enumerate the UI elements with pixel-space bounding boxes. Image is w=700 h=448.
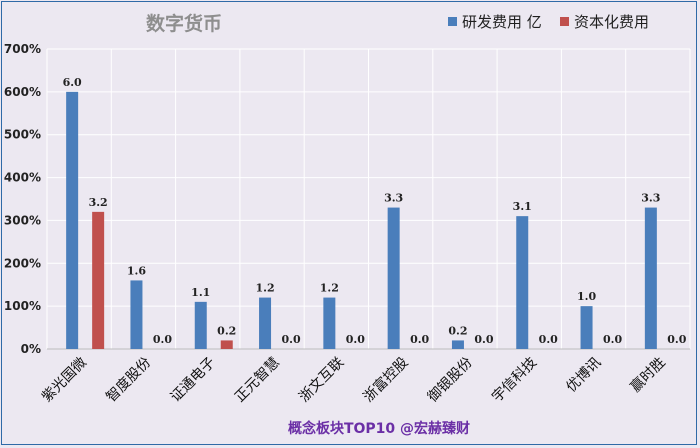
footer-caption: 概念板块TOP10 @宏赫臻财 [288, 420, 470, 437]
data-label: 1.6 [127, 264, 146, 277]
data-label: 3.1 [513, 200, 532, 213]
bars [66, 91, 657, 349]
bar-rd [580, 306, 593, 349]
data-label: 1.2 [255, 282, 274, 295]
chart-title: 数字货币 [146, 12, 222, 35]
data-label: 0.0 [474, 333, 493, 346]
x-tick-label: 宇信科技 [489, 355, 540, 406]
bar-rd [516, 216, 529, 349]
y-axis-ticks: 0% 100% 200% 300% 400% 500% 600% 700% [4, 42, 41, 356]
y-tick-label: 500% [4, 128, 41, 142]
bar-rd [323, 297, 336, 349]
bar-capitalized [92, 211, 105, 349]
data-label: 0.0 [346, 333, 365, 346]
data-label: 3.3 [641, 192, 660, 205]
x-tick-label: 御银股份 [425, 355, 476, 406]
bar-rd [130, 280, 143, 349]
legend-label-capitalized: 资本化费用 [574, 13, 649, 31]
data-label: 0.0 [410, 333, 429, 346]
x-tick-label: 智度股份 [103, 355, 154, 406]
bar-rd [451, 340, 464, 349]
bar-rd [644, 207, 657, 349]
y-tick-label: 700% [4, 42, 41, 56]
data-label: 0.0 [153, 333, 172, 346]
x-tick-label: 浙文互联 [296, 355, 347, 406]
gridlines [46, 48, 691, 350]
x-tick-label: 正元智慧 [232, 355, 283, 406]
data-label: 0.0 [603, 333, 622, 346]
y-tick-label: 600% [4, 85, 41, 99]
y-tick-label: 200% [4, 256, 41, 270]
x-tick-label: 紫光国微 [39, 355, 90, 406]
x-tick-label: 浙富控股 [360, 354, 412, 406]
data-label: 0.2 [448, 324, 467, 337]
x-tick-label: 赢时胜 [627, 354, 669, 396]
y-tick-label: 100% [4, 299, 41, 313]
data-label: 0.0 [281, 333, 300, 346]
y-tick-label: 0% [21, 342, 41, 356]
bar-capitalized [220, 340, 233, 349]
y-tick-label: 300% [4, 213, 41, 227]
data-label: 1.1 [191, 286, 210, 299]
data-label: 0.2 [217, 324, 236, 337]
x-axis-ticks: 紫光国微 智度股份 证通电子 正元智慧 浙文互联 浙富控股 御银股份 宇信科技 优博讯 赢时胜 [39, 354, 669, 406]
data-label: 3.2 [89, 196, 108, 209]
data-labels: 6.0 1.6 1.1 1.2 1.2 3.3 0.2 3.1 1.0 3.3 3.2 0.0 0.2 0… [63, 76, 687, 346]
data-label: 1.0 [577, 290, 596, 303]
data-label: 0.0 [667, 333, 686, 346]
y-tick-label: 400% [4, 171, 41, 185]
bar-rd [66, 91, 79, 349]
bar-rd [387, 207, 400, 349]
x-tick-label: 优博讯 [563, 354, 605, 396]
data-label: 1.2 [320, 282, 339, 295]
data-label: 0.0 [539, 333, 558, 346]
legend-swatch-capitalized [560, 17, 569, 26]
x-tick-label: 证通电子 [168, 355, 219, 406]
legend-swatch-rd [448, 17, 457, 26]
legend-label-rd: 研发费用 亿 [462, 13, 542, 31]
bar-rd [194, 301, 207, 349]
data-label: 3.3 [384, 192, 403, 205]
data-label: 6.0 [63, 76, 82, 89]
legend: 研发费用 亿 资本化费用 [448, 13, 649, 31]
bar-rd [259, 297, 272, 349]
